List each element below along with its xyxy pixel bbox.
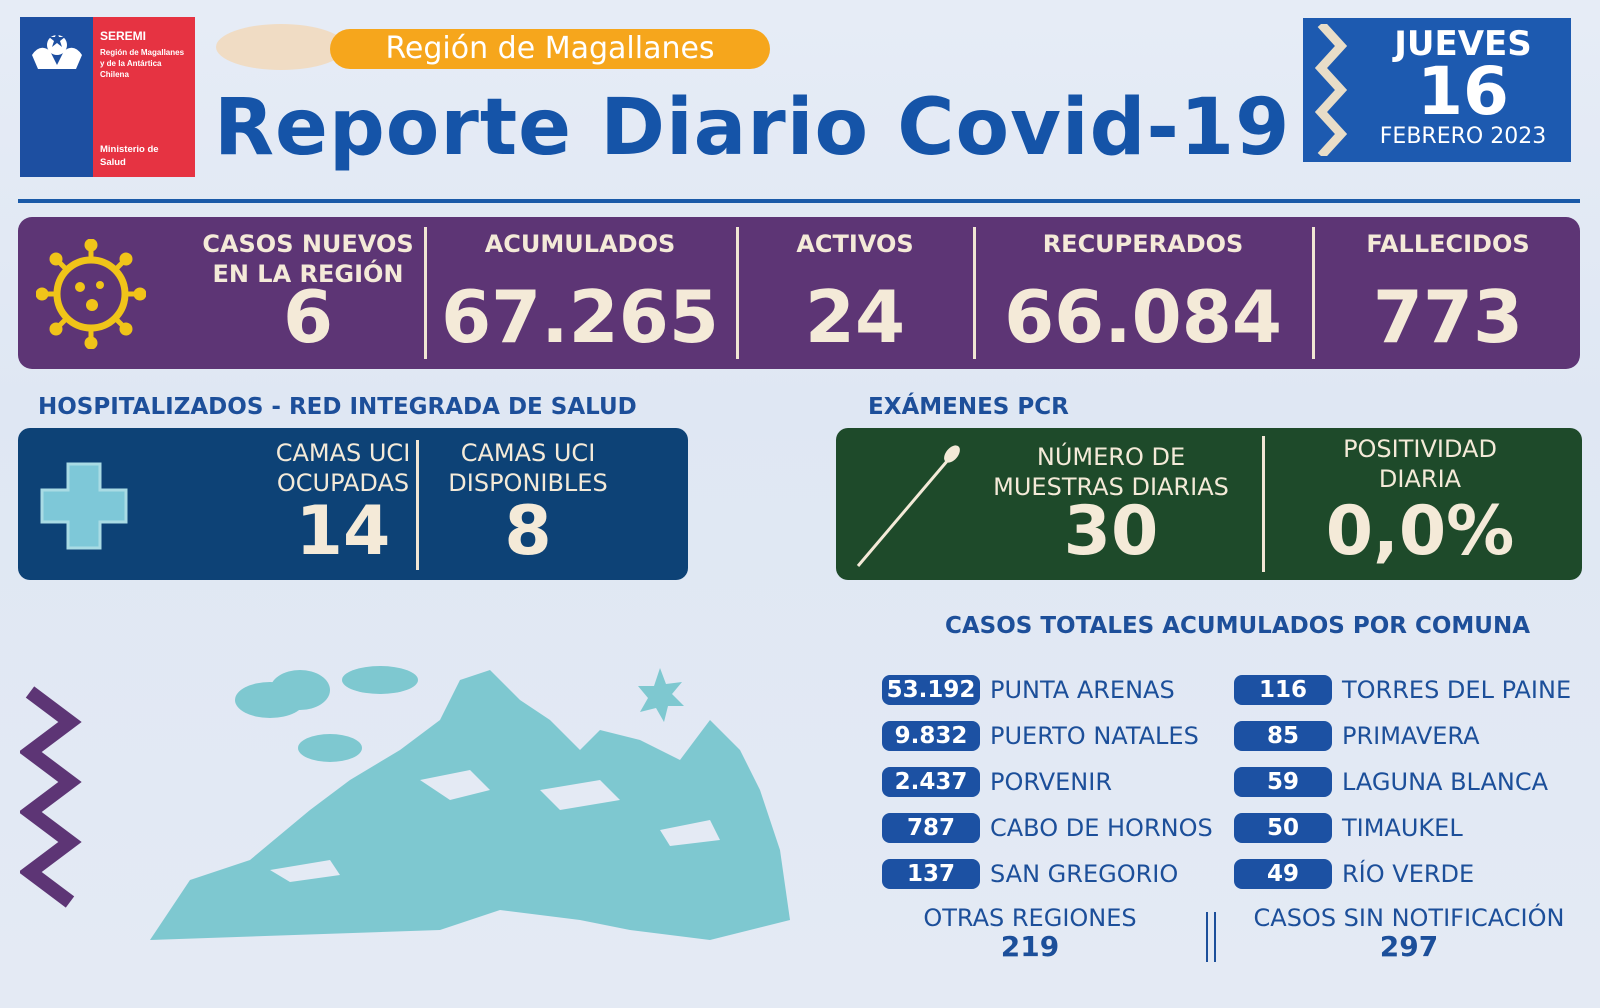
pcr-separator — [1262, 436, 1265, 572]
logo-red-panel: SEREMI Región de Magallanes y de la Antá… — [93, 17, 195, 177]
stats-bar: CASOS NUEVOS EN LA REGIÓN 6 ACUMULADOS 6… — [18, 217, 1580, 369]
stat-value: 66.084 — [1004, 275, 1282, 359]
sin-notificacion-label: CASOS SIN NOTIFICACIÓN — [1253, 904, 1565, 932]
mountain-landscape-illustration — [20, 666, 790, 940]
comuna-name: CABO DE HORNOS — [990, 814, 1213, 842]
date-weekday: JUEVES — [1394, 24, 1532, 64]
hospital-section-title: HOSPITALIZADOS - RED INTEGRADA DE SALUD — [38, 394, 637, 420]
region-banner-brush — [216, 24, 346, 70]
comuna-name: PORVENIR — [990, 768, 1113, 796]
stat-recuperados: RECUPERADOS 66.084 — [979, 217, 1307, 369]
comuna-row: 53.192 PUNTA ARENAS — [882, 673, 1175, 707]
comuna-row: 50 TIMAUKEL — [1234, 811, 1463, 845]
stat-separator — [973, 227, 976, 359]
stat-value: 6 — [282, 275, 334, 359]
otras-regiones-value: 219 — [1000, 930, 1060, 963]
comuna-row: 9.832 PUERTO NATALES — [882, 719, 1199, 753]
comuna-count-badge: 787 — [882, 813, 980, 843]
comuna-count-badge: 59 — [1234, 767, 1332, 797]
seremi-logo: SEREMI Región de Magallanes y de la Antá… — [20, 17, 195, 177]
comuna-name: SAN GREGORIO — [990, 860, 1179, 888]
date-box: JUEVES 16 FEBRERO 2023 — [1303, 18, 1571, 162]
muestras-label: NÚMERO DE MUESTRAS DIARIAS — [993, 443, 1229, 501]
comuna-name: PUNTA ARENAS — [990, 676, 1175, 704]
comuna-name: TORRES DEL PAINE — [1342, 676, 1572, 704]
comuna-count-badge: 50 — [1234, 813, 1332, 843]
logo-region-text: Región de Magallanes y de la Antártica C… — [100, 48, 185, 79]
camas-uci-disponibles: CAMAS UCI DISPONIBLES 8 — [422, 428, 634, 580]
comuna-row: 49 RÍO VERDE — [1234, 857, 1474, 891]
stat-casos-nuevos: CASOS NUEVOS EN LA REGIÓN 6 — [178, 217, 438, 369]
muestras-diarias: NÚMERO DE MUESTRAS DIARIAS 30 — [976, 428, 1246, 580]
region-banner: Región de Magallanes — [330, 29, 770, 69]
comuna-count-badge: 9.832 — [882, 721, 980, 751]
otras-regiones: OTRAS REGIONES 219 — [900, 904, 1160, 962]
comuna-row: 116 TORRES DEL PAINE — [1234, 673, 1571, 707]
comuna-count-badge: 116 — [1234, 675, 1332, 705]
comuna-count-badge: 53.192 — [882, 675, 980, 705]
muestras-value: 30 — [1063, 492, 1159, 571]
virus-icon — [36, 239, 146, 349]
comuna-name: RÍO VERDE — [1342, 860, 1475, 888]
hospital-separator — [416, 440, 419, 570]
stat-value: 773 — [1372, 275, 1524, 359]
comuna-count-badge: 137 — [882, 859, 980, 889]
bottom-separator — [1206, 912, 1216, 962]
zigzag-decoration-icon — [1315, 24, 1347, 156]
positividad-label: POSITIVIDAD DIARIA — [1343, 435, 1497, 493]
comuna-row: 787 CABO DE HORNOS — [882, 811, 1213, 845]
stat-label: FALLECIDOS — [1366, 230, 1530, 258]
pcr-section-title: EXÁMENES PCR — [868, 394, 1069, 420]
sin-notificacion-value: 297 — [1379, 930, 1439, 963]
pcr-box: NÚMERO DE MUESTRAS DIARIAS 30 POSITIVIDA… — [836, 428, 1582, 580]
stat-value: 24 — [804, 275, 906, 359]
page-title: Reporte Diario Covid-19 — [214, 83, 1291, 173]
comuna-name: LAGUNA BLANCA — [1342, 768, 1549, 796]
zigzag-decoration-icon — [20, 686, 82, 908]
stat-separator — [736, 227, 739, 359]
logo-blue-panel — [20, 17, 93, 177]
logo-ministerio-text: Ministerio de Salud — [100, 144, 159, 168]
camas-disponibles-value: 8 — [504, 492, 552, 571]
stat-acumulados: ACUMULADOS 67.265 — [430, 217, 730, 369]
stat-value: 67.265 — [441, 275, 719, 359]
camas-ocupadas-value: 14 — [295, 492, 391, 571]
header-divider — [18, 199, 1580, 203]
comuna-row: 85 PRIMAVERA — [1234, 719, 1480, 753]
hospital-box: CAMAS UCI OCUPADAS 14 CAMAS UCI DISPONIB… — [18, 428, 688, 580]
comuna-name: PRIMAVERA — [1342, 722, 1480, 750]
casos-sin-notificacion: CASOS SIN NOTIFICACIÓN 297 — [1234, 904, 1584, 962]
stat-label: ACUMULADOS — [484, 230, 676, 258]
comuna-name: PUERTO NATALES — [990, 722, 1199, 750]
stat-label: ACTIVOS — [796, 230, 914, 258]
comuna-count-badge: 85 — [1234, 721, 1332, 751]
logo-seremi: SEREMI — [100, 29, 147, 43]
otras-regiones-label: OTRAS REGIONES — [923, 904, 1137, 932]
medical-cross-icon — [40, 462, 128, 550]
comuna-row: 2.437 PORVENIR — [882, 765, 1112, 799]
date-month-year: FEBRERO 2023 — [1379, 124, 1547, 149]
positividad-value: 0,0% — [1325, 492, 1515, 571]
comunas-title: CASOS TOTALES ACUMULADOS POR COMUNA — [945, 613, 1531, 639]
comuna-row: 59 LAGUNA BLANCA — [1234, 765, 1548, 799]
stat-fallecidos: FALLECIDOS 773 — [1318, 217, 1578, 369]
date-day: 16 — [1417, 53, 1509, 130]
camas-ocupadas-label: CAMAS UCI OCUPADAS — [275, 439, 411, 497]
swab-icon — [856, 445, 960, 567]
stat-label: RECUPERADOS — [1042, 230, 1244, 258]
comuna-count-badge: 2.437 — [882, 767, 980, 797]
comuna-count-badge: 49 — [1234, 859, 1332, 889]
positividad-diaria: POSITIVIDAD DIARIA 0,0% — [1272, 428, 1568, 580]
stat-separator — [424, 227, 427, 359]
coat-of-arms-icon — [32, 31, 82, 69]
comuna-name: TIMAUKEL — [1342, 814, 1463, 842]
stat-activos: ACTIVOS 24 — [742, 217, 968, 369]
stat-label: CASOS NUEVOS EN LA REGIÓN — [202, 230, 414, 288]
camas-disponibles-label: CAMAS UCI DISPONIBLES — [448, 439, 608, 497]
camas-uci-ocupadas: CAMAS UCI OCUPADAS 14 — [248, 428, 438, 580]
stat-separator — [1312, 227, 1315, 359]
comuna-row: 137 SAN GREGORIO — [882, 857, 1178, 891]
